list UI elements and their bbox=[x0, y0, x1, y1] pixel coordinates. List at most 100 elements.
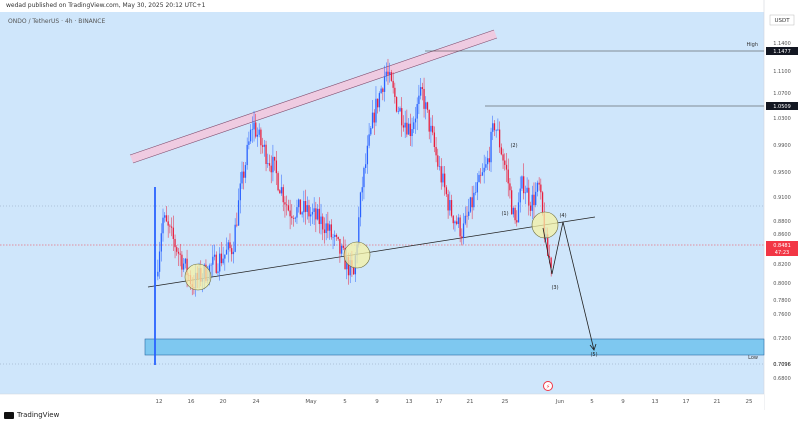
x-tick-label: 5 bbox=[343, 399, 347, 405]
candle-body bbox=[310, 214, 312, 217]
candle-body bbox=[219, 253, 221, 272]
x-tick-label: 13 bbox=[652, 399, 659, 405]
candle-body bbox=[182, 263, 185, 270]
candle-body bbox=[287, 205, 290, 211]
candle-body bbox=[261, 145, 264, 147]
candle-body bbox=[255, 122, 257, 137]
candle-body bbox=[459, 217, 461, 237]
candle-body bbox=[483, 167, 485, 173]
price-tag-box bbox=[766, 47, 798, 55]
candle-body bbox=[256, 134, 259, 137]
candle-body bbox=[466, 215, 468, 217]
y-tick-label: 0.6800 bbox=[773, 376, 791, 382]
candle-body bbox=[277, 173, 279, 191]
candle-body bbox=[488, 158, 490, 163]
candle-body bbox=[212, 256, 214, 265]
candle-body bbox=[378, 93, 381, 108]
candle-body bbox=[342, 245, 344, 248]
candle-body bbox=[165, 215, 168, 222]
candle-body bbox=[529, 205, 532, 211]
candle-body bbox=[232, 251, 235, 255]
price-axis[interactable] bbox=[764, 0, 800, 410]
candle-body bbox=[492, 123, 494, 132]
x-tick-label: May bbox=[305, 399, 317, 405]
brand-name: TradingView bbox=[17, 411, 60, 419]
x-tick-label: 24 bbox=[253, 399, 260, 405]
candle-body bbox=[385, 71, 387, 77]
candle-body bbox=[469, 197, 472, 212]
candle-body bbox=[229, 242, 231, 249]
candle-body bbox=[313, 208, 315, 212]
candle-body bbox=[454, 221, 456, 224]
candle-body bbox=[273, 156, 276, 161]
time-marker[interactable]: ⚡ bbox=[543, 381, 553, 391]
candle-body bbox=[275, 160, 278, 174]
candle-body bbox=[291, 216, 293, 219]
candle-body bbox=[452, 215, 454, 224]
candle-body bbox=[292, 218, 295, 219]
x-tick-label: 13 bbox=[406, 399, 413, 405]
highlight-circle-3 bbox=[531, 211, 559, 239]
candle-body bbox=[377, 98, 379, 108]
candle-body bbox=[231, 248, 233, 255]
candle-body bbox=[419, 87, 422, 96]
price-tag-box bbox=[766, 241, 798, 256]
candle-body bbox=[177, 251, 180, 254]
candle-body bbox=[498, 129, 501, 148]
wave-projection-arrowhead bbox=[589, 343, 597, 351]
tradingview-logo-icon bbox=[4, 411, 14, 419]
candle-body bbox=[220, 253, 223, 264]
candles-group bbox=[157, 58, 552, 297]
candle-body bbox=[210, 264, 212, 266]
candle-body bbox=[428, 109, 430, 132]
candle-body bbox=[474, 192, 477, 194]
candle-body bbox=[371, 112, 374, 129]
candle-body bbox=[251, 129, 253, 131]
candle-body bbox=[282, 187, 284, 203]
price-tag-value: 1.1477 bbox=[773, 49, 791, 55]
candle-body bbox=[421, 87, 423, 89]
candle-body bbox=[493, 123, 496, 131]
candle-body bbox=[481, 172, 484, 176]
candle-body bbox=[296, 207, 298, 218]
candle-body bbox=[325, 223, 327, 234]
candle-body bbox=[327, 223, 329, 231]
wave-projection-path bbox=[542, 221, 595, 351]
candle-body bbox=[225, 249, 228, 255]
candle-body bbox=[510, 190, 513, 215]
candle-body bbox=[387, 71, 389, 75]
candle-body bbox=[213, 254, 216, 257]
candle-body bbox=[330, 224, 332, 238]
candle-body bbox=[246, 144, 248, 166]
time-axis[interactable] bbox=[0, 394, 764, 410]
wave-label-2: (2) bbox=[510, 143, 517, 149]
brand-footer[interactable]: TradingView bbox=[4, 411, 59, 419]
candle-body bbox=[340, 245, 343, 254]
x-tick-label: 12 bbox=[156, 399, 163, 405]
candle-body bbox=[260, 129, 262, 146]
x-tick-label: Jun bbox=[555, 399, 565, 405]
x-tick-label: 25 bbox=[502, 399, 509, 405]
candle-body bbox=[334, 234, 336, 237]
symbol-legend[interactable]: ONDO / TetherUS · 4h · BINANCE bbox=[8, 18, 106, 25]
candle-body bbox=[172, 227, 174, 239]
candle-body bbox=[395, 97, 398, 112]
candle-body bbox=[268, 163, 271, 166]
currency-box bbox=[769, 14, 795, 26]
candle-body bbox=[516, 220, 518, 223]
candle-body bbox=[431, 125, 434, 133]
x-tick-label: 16 bbox=[188, 399, 195, 405]
candle-body bbox=[461, 236, 463, 238]
y-tick-label: 0.7800 bbox=[773, 298, 791, 304]
candle-body bbox=[444, 173, 446, 188]
candle-body bbox=[404, 122, 406, 128]
candle-body bbox=[485, 164, 487, 168]
candle-body bbox=[471, 197, 473, 208]
candle-body bbox=[162, 217, 164, 234]
candle-body bbox=[227, 242, 229, 250]
candle-body bbox=[253, 122, 255, 130]
y-tick-label: 0.8600 bbox=[773, 232, 791, 238]
x-tick-label: 9 bbox=[621, 399, 625, 405]
time-marker-circle[interactable] bbox=[543, 381, 553, 391]
